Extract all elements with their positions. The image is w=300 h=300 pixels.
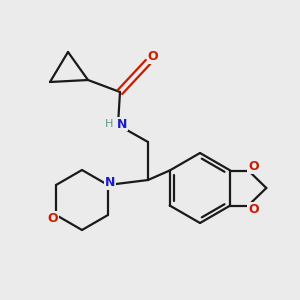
Text: O: O: [248, 203, 259, 216]
Text: O: O: [48, 212, 58, 224]
Text: O: O: [248, 160, 259, 173]
Text: N: N: [117, 118, 127, 130]
Text: H: H: [105, 119, 113, 129]
Text: N: N: [105, 176, 115, 190]
Text: O: O: [148, 50, 158, 64]
